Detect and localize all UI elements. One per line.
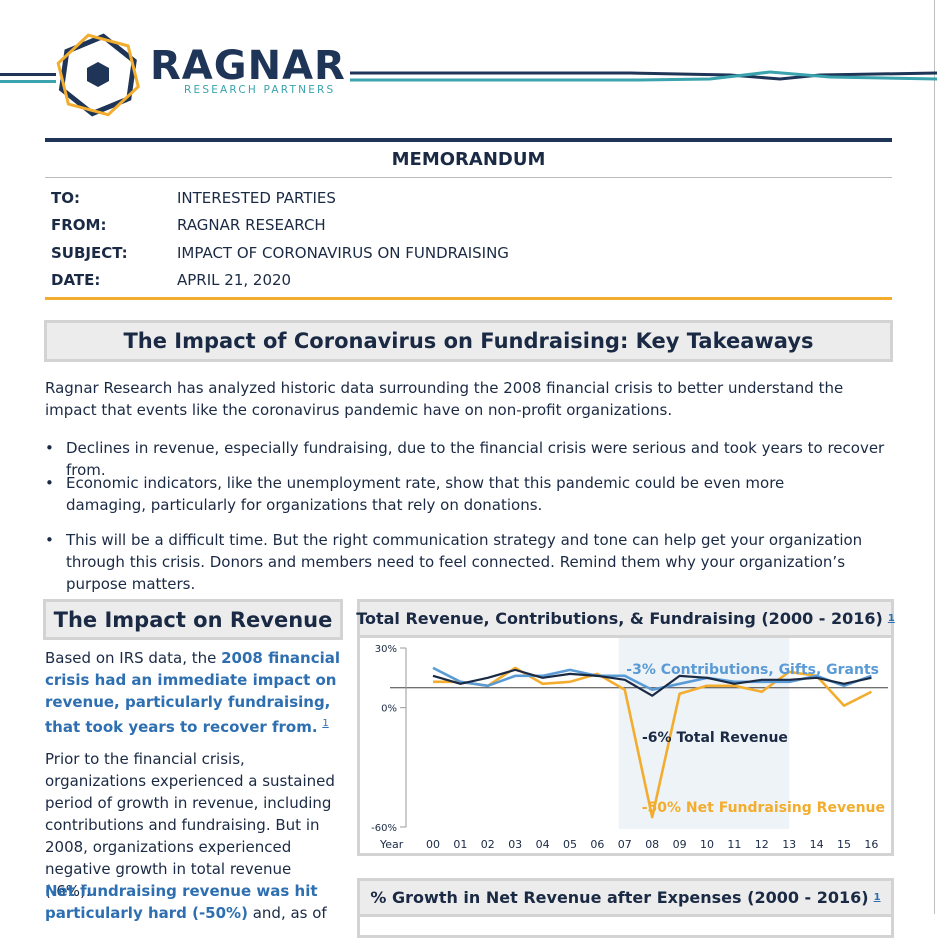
revenue-line-chart: 30% 0% -60% 00 01 02 03 04 05 06 07 08 09 10 11 12 13 14… <box>371 638 888 851</box>
x-tick-label: 14 <box>810 838 824 851</box>
series-line-total-revenue <box>432 668 872 697</box>
memo-label: SUBJECT: <box>51 244 128 262</box>
footnote-link[interactable]: 1 <box>873 892 881 903</box>
bullet-symbol: • <box>45 531 54 549</box>
brand-subtitle: RESEARCH PARTNERS <box>184 84 336 96</box>
chart-title-text: Total Revenue, Contributions, & Fundrais… <box>356 609 883 628</box>
memo-separator <box>45 177 892 178</box>
revenue-paragraph-3: Net fundraising revenue was hit particul… <box>45 880 337 924</box>
bullet-text: Economic indicators, like the unemployme… <box>66 474 785 514</box>
net-revenue-chart-panel: % Growth in Net Revenue after Expenses (… <box>357 878 894 938</box>
brand-name: RAGNAR <box>150 43 346 89</box>
chart-title: % Growth in Net Revenue after Expenses (… <box>360 881 891 917</box>
bullet-symbol: • <box>45 439 54 457</box>
x-tick-label: 01 <box>453 838 467 851</box>
key-takeaways-heading: The Impact of Coronavirus on Fundraising… <box>44 320 893 362</box>
bullet-symbol: • <box>45 474 54 492</box>
x-tick-label: 13 <box>782 838 796 851</box>
x-tick-label: 03 <box>508 838 522 851</box>
x-tick-label: 10 <box>700 838 714 851</box>
x-tick-label: 09 <box>673 838 687 851</box>
memo-label: DATE: <box>51 271 101 289</box>
brand: RAGNAR RESEARCH PARTNERS <box>150 46 346 96</box>
revenue-paragraph-2: Prior to the financial crisis, organizat… <box>45 750 335 900</box>
revenue-heading: The Impact on Revenue <box>43 599 343 640</box>
memo-value: IMPACT OF CORONAVIRUS ON FUNDRAISING <box>177 244 509 262</box>
memo-label: FROM: <box>51 216 107 234</box>
memo-bottom-rule <box>45 297 892 300</box>
x-axis-label: Year <box>379 838 404 851</box>
ragnar-logo-icon <box>56 33 140 117</box>
revenue-p3-tail: and, as of <box>247 904 327 922</box>
x-tick-label: 15 <box>837 838 851 851</box>
revenue-chart-panel: Total Revenue, Contributions, & Fundrais… <box>356 599 895 856</box>
y-tick-label: 0% <box>381 704 397 715</box>
x-tick-label: 04 <box>536 838 550 851</box>
chart-title: Total Revenue, Contributions, & Fundrais… <box>356 602 895 638</box>
memo-value: INTERESTED PARTIES <box>177 189 336 207</box>
x-tick-label: 00 <box>426 838 440 851</box>
annotation-total-revenue: -6% Total Revenue <box>642 730 788 746</box>
x-tick-label: 12 <box>755 838 769 851</box>
revenue-paragraph-1: Based on IRS data, the 2008 financial cr… <box>45 647 345 738</box>
page-border <box>934 0 935 914</box>
bullet-text: Declines in revenue, especially fundrais… <box>66 439 885 479</box>
memo-label: TO: <box>51 189 80 207</box>
footnote-link[interactable]: 1 <box>322 718 329 729</box>
intro-paragraph: Ragnar Research has analyzed historic da… <box>45 379 844 419</box>
x-tick-label: 11 <box>727 838 741 851</box>
chart-title-text: % Growth in Net Revenue after Expenses (… <box>370 888 869 907</box>
memo-value: APRIL 21, 2020 <box>177 271 292 289</box>
y-tick-label: 30% <box>375 644 397 655</box>
memo-value: RAGNAR RESEARCH <box>177 216 326 234</box>
memo-title: MEMORANDUM <box>391 149 546 170</box>
series-line-net-fundraising-revenue <box>433 666 872 819</box>
x-tick-label: 05 <box>563 838 577 851</box>
memo-top-rule <box>45 138 892 142</box>
y-tick-label: -60% <box>371 823 397 834</box>
revenue-p1-lead: Based on IRS data, the <box>45 649 222 667</box>
x-tick-label: 08 <box>645 838 659 851</box>
x-tick-label: 02 <box>481 838 495 851</box>
bullet-text: This will be a difficult time. But the r… <box>66 531 863 593</box>
revenue-p1-highlight: 2008 financial crisis had an immediate i… <box>45 649 340 736</box>
footnote-link[interactable]: 1 <box>887 613 895 624</box>
x-tick-label: 06 <box>590 838 604 851</box>
x-tick-label: 07 <box>618 838 632 851</box>
header-line-right <box>350 70 937 82</box>
annotation-net-fundraising: -50% Net Fundraising Revenue <box>642 800 885 816</box>
annotation-contributions: -3% Contributions, Gifts, Grants <box>626 662 879 678</box>
x-tick-label: 16 <box>864 838 878 851</box>
